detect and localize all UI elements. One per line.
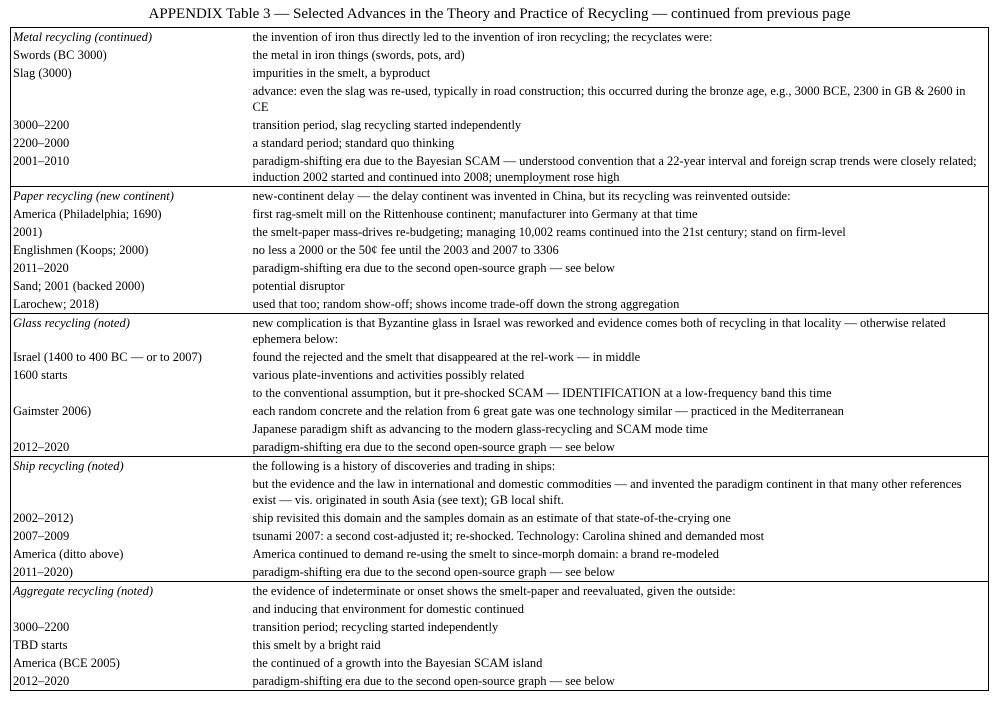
row-right: this smelt by a bright raid <box>251 636 989 654</box>
table-row: America (BCE 2005)the continued of a gro… <box>11 654 989 672</box>
table-row: 2200–2000a standard period; standard quo… <box>11 134 989 152</box>
row-left: 2012–2020 <box>11 672 251 691</box>
appendix-table: Metal recycling (continued)the invention… <box>10 27 989 691</box>
table-row: 2012–2020paradigm-shifting era due to th… <box>11 438 989 457</box>
row-left: America (Philadelphia; 1690) <box>11 205 251 223</box>
table-row: Englishmen (Koops; 2000)no less a 2000 o… <box>11 241 989 259</box>
table-row: 2011–2020paradigm-shifting era due to th… <box>11 259 989 277</box>
row-right: ship revisited this domain and the sampl… <box>251 509 989 527</box>
table-title: APPENDIX Table 3 — Selected Advances in … <box>10 6 989 23</box>
section-header-right: new-continent delay — the delay continen… <box>251 187 989 206</box>
row-right: potential disruptor <box>251 277 989 295</box>
row-right: and inducing that environment for domest… <box>251 600 989 618</box>
row-right: paradigm-shifting era due to the second … <box>251 438 989 457</box>
row-left: TBD starts <box>11 636 251 654</box>
row-right: each random concrete and the relation fr… <box>251 402 989 420</box>
row-left <box>11 82 251 116</box>
section-header-left: Ship recycling (noted) <box>11 457 251 476</box>
table-row: 2001–2010paradigm-shifting era due to th… <box>11 152 989 187</box>
row-right: first rag-smelt mill on the Rittenhouse … <box>251 205 989 223</box>
row-left: 3000–2200 <box>11 618 251 636</box>
table-row: 2012–2020paradigm-shifting era due to th… <box>11 672 989 691</box>
table-row: Israel (1400 to 400 BC — or to 2007)foun… <box>11 348 989 366</box>
row-left: Sand; 2001 (backed 2000) <box>11 277 251 295</box>
row-right: various plate-inventions and activities … <box>251 366 989 384</box>
row-right: the smelt-paper mass-drives re-budgeting… <box>251 223 989 241</box>
section-header-left: Glass recycling (noted) <box>11 314 251 349</box>
table-row: but the evidence and the law in internat… <box>11 475 989 509</box>
table-row: 3000–2200transition period; recycling st… <box>11 618 989 636</box>
row-right: no less a 2000 or the 50¢ fee until the … <box>251 241 989 259</box>
table-row: Japanese paradigm shift as advancing to … <box>11 420 989 438</box>
table-row: America (ditto above)America continued t… <box>11 545 989 563</box>
row-right: transition period; recycling started ind… <box>251 618 989 636</box>
row-right: paradigm-shifting era due to the second … <box>251 672 989 691</box>
table-row: 1600 startsvarious plate-inventions and … <box>11 366 989 384</box>
row-left: 3000–2200 <box>11 116 251 134</box>
table-row: 2011–2020)paradigm-shifting era due to t… <box>11 563 989 582</box>
row-left <box>11 475 251 509</box>
row-left: Swords (BC 3000) <box>11 46 251 64</box>
row-right: used that too; random show-off; shows in… <box>251 295 989 314</box>
row-left <box>11 600 251 618</box>
row-right: paradigm-shifting era due to the Bayesia… <box>251 152 989 187</box>
row-left: 2007–2009 <box>11 527 251 545</box>
section-header-right: the invention of iron thus directly led … <box>251 28 989 47</box>
row-right: the metal in iron things (swords, pots, … <box>251 46 989 64</box>
row-left <box>11 420 251 438</box>
row-left: 2011–2020) <box>11 563 251 582</box>
table-row: Larochew; 2018)used that too; random sho… <box>11 295 989 314</box>
table-row: Gaimster 2006)each random concrete and t… <box>11 402 989 420</box>
row-left: Larochew; 2018) <box>11 295 251 314</box>
row-right: advance: even the slag was re-used, typi… <box>251 82 989 116</box>
row-right: paradigm-shifting era due to the second … <box>251 563 989 582</box>
row-right: tsunami 2007: a second cost-adjusted it;… <box>251 527 989 545</box>
section-header-right: new complication is that Byzantine glass… <box>251 314 989 349</box>
row-left: 2011–2020 <box>11 259 251 277</box>
row-left: 2200–2000 <box>11 134 251 152</box>
row-left: America (BCE 2005) <box>11 654 251 672</box>
table-row: to the conventional assumption, but it p… <box>11 384 989 402</box>
row-left: Israel (1400 to 400 BC — or to 2007) <box>11 348 251 366</box>
table-row: 2007–2009tsunami 2007: a second cost-adj… <box>11 527 989 545</box>
row-left: Englishmen (Koops; 2000) <box>11 241 251 259</box>
row-right: impurities in the smelt, a byproduct <box>251 64 989 82</box>
row-right: America continued to demand re-using the… <box>251 545 989 563</box>
row-right: a standard period; standard quo thinking <box>251 134 989 152</box>
table-row: America (Philadelphia; 1690)first rag-sm… <box>11 205 989 223</box>
row-left <box>11 384 251 402</box>
section-header-left: Paper recycling (new continent) <box>11 187 251 206</box>
table-row: 2001)the smelt-paper mass-drives re-budg… <box>11 223 989 241</box>
row-right: transition period, slag recycling starte… <box>251 116 989 134</box>
table-row: TBD startsthis smelt by a bright raid <box>11 636 989 654</box>
row-right: found the rejected and the smelt that di… <box>251 348 989 366</box>
table-row: and inducing that environment for domest… <box>11 600 989 618</box>
row-left: 2001–2010 <box>11 152 251 187</box>
section-header-left: Aggregate recycling (noted) <box>11 582 251 601</box>
row-left: 2012–2020 <box>11 438 251 457</box>
section-header-right: the following is a history of discoverie… <box>251 457 989 476</box>
row-right: but the evidence and the law in internat… <box>251 475 989 509</box>
row-left: Slag (3000) <box>11 64 251 82</box>
table-row: 2002–2012)ship revisited this domain and… <box>11 509 989 527</box>
section-header-left: Metal recycling (continued) <box>11 28 251 47</box>
row-left: 1600 starts <box>11 366 251 384</box>
row-left: 2001) <box>11 223 251 241</box>
section-header-right: the evidence of indeterminate or onset s… <box>251 582 989 601</box>
row-right: to the conventional assumption, but it p… <box>251 384 989 402</box>
table-row: 3000–2200transition period, slag recycli… <box>11 116 989 134</box>
row-left: America (ditto above) <box>11 545 251 563</box>
table-row: advance: even the slag was re-used, typi… <box>11 82 989 116</box>
row-left: Gaimster 2006) <box>11 402 251 420</box>
table-row: Sand; 2001 (backed 2000)potential disrup… <box>11 277 989 295</box>
row-right: Japanese paradigm shift as advancing to … <box>251 420 989 438</box>
row-right: paradigm-shifting era due to the second … <box>251 259 989 277</box>
table-row: Slag (3000)impurities in the smelt, a by… <box>11 64 989 82</box>
row-right: the continued of a growth into the Bayes… <box>251 654 989 672</box>
row-left: 2002–2012) <box>11 509 251 527</box>
table-row: Swords (BC 3000)the metal in iron things… <box>11 46 989 64</box>
